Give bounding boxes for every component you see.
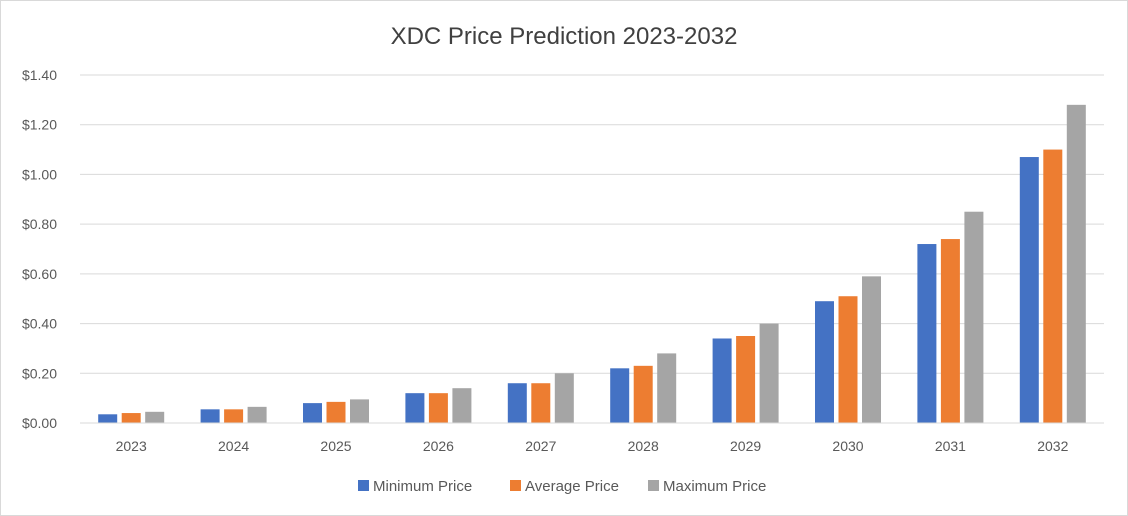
y-axis-ticks: $0.00 $0.20 $0.40 $0.60 $0.80 $1.00 $1.20 $1.40	[22, 67, 57, 431]
y-tick-label: $1.20	[22, 117, 57, 133]
bar-maximum-price-2030	[862, 276, 881, 423]
y-tick-label: $0.80	[22, 216, 57, 232]
bar-maximum-price-2027	[554, 373, 574, 423]
bar-average-price-2023	[121, 413, 141, 423]
bar-minimum-price-2024	[200, 409, 220, 423]
x-axis-ticks: 2023 2024 2025 2026 2027 2028 2029 2030 2031 2032	[116, 438, 1069, 454]
bar-minimum-price-2028	[610, 368, 630, 423]
bar-average-price-2032	[1043, 149, 1063, 424]
bar-average-price-2028	[633, 365, 653, 423]
bar-minimum-price-2032	[1019, 157, 1039, 423]
bar-average-price-2024	[224, 409, 244, 423]
bar-average-price-2025	[326, 401, 346, 423]
x-tick-label: 2032	[1037, 438, 1068, 454]
x-tick-label: 2023	[116, 438, 147, 454]
y-tick-label: $0.40	[22, 316, 57, 332]
bar-maximum-price-2032	[1066, 104, 1086, 423]
bar-minimum-price-2029	[712, 338, 732, 423]
bar-maximum-price-2023	[145, 411, 165, 423]
bar-maximum-price-2031	[964, 211, 984, 423]
bar-average-price-2031	[940, 239, 960, 423]
legend-label: Maximum Price	[663, 478, 766, 495]
y-tick-label: $0.00	[22, 415, 57, 431]
legend-swatch	[358, 480, 369, 491]
x-tick-label: 2031	[935, 438, 966, 454]
bar-maximum-price-2026	[452, 388, 472, 423]
legend-swatch	[510, 480, 521, 491]
bar-minimum-price-2026	[405, 393, 425, 423]
bar-minimum-price-2023	[98, 414, 118, 423]
bar-maximum-price-2025	[350, 399, 369, 423]
bar-minimum-price-2025	[303, 403, 322, 423]
bar-maximum-price-2029	[759, 323, 779, 423]
y-tick-label: $1.40	[22, 67, 57, 83]
y-tick-label: $0.20	[22, 365, 57, 381]
chart-title: XDC Price Prediction 2023-2032	[391, 23, 738, 50]
y-tick-label: $1.00	[22, 166, 57, 182]
legend-swatch	[648, 480, 659, 491]
x-tick-label: 2029	[730, 438, 761, 454]
bar-maximum-price-2024	[247, 406, 267, 423]
y-tick-label: $0.60	[22, 266, 57, 282]
bars	[98, 104, 1086, 424]
bar-average-price-2026	[428, 393, 448, 423]
bar-maximum-price-2028	[657, 353, 677, 423]
x-tick-label: 2024	[218, 438, 249, 454]
x-tick-label: 2026	[423, 438, 454, 454]
legend-label: Average Price	[525, 478, 619, 495]
bar-minimum-price-2030	[815, 301, 834, 423]
legend-label: Minimum Price	[373, 478, 472, 495]
x-tick-label: 2028	[628, 438, 659, 454]
bar-minimum-price-2031	[917, 244, 937, 423]
bar-average-price-2027	[531, 383, 551, 423]
x-tick-label: 2030	[832, 438, 863, 454]
legend: Minimum Price Average Price Maximum Price	[358, 478, 766, 495]
bar-average-price-2029	[736, 336, 756, 423]
x-tick-label: 2027	[525, 438, 556, 454]
bar-average-price-2030	[838, 296, 858, 423]
x-tick-label: 2025	[320, 438, 351, 454]
bar-minimum-price-2027	[507, 383, 527, 423]
